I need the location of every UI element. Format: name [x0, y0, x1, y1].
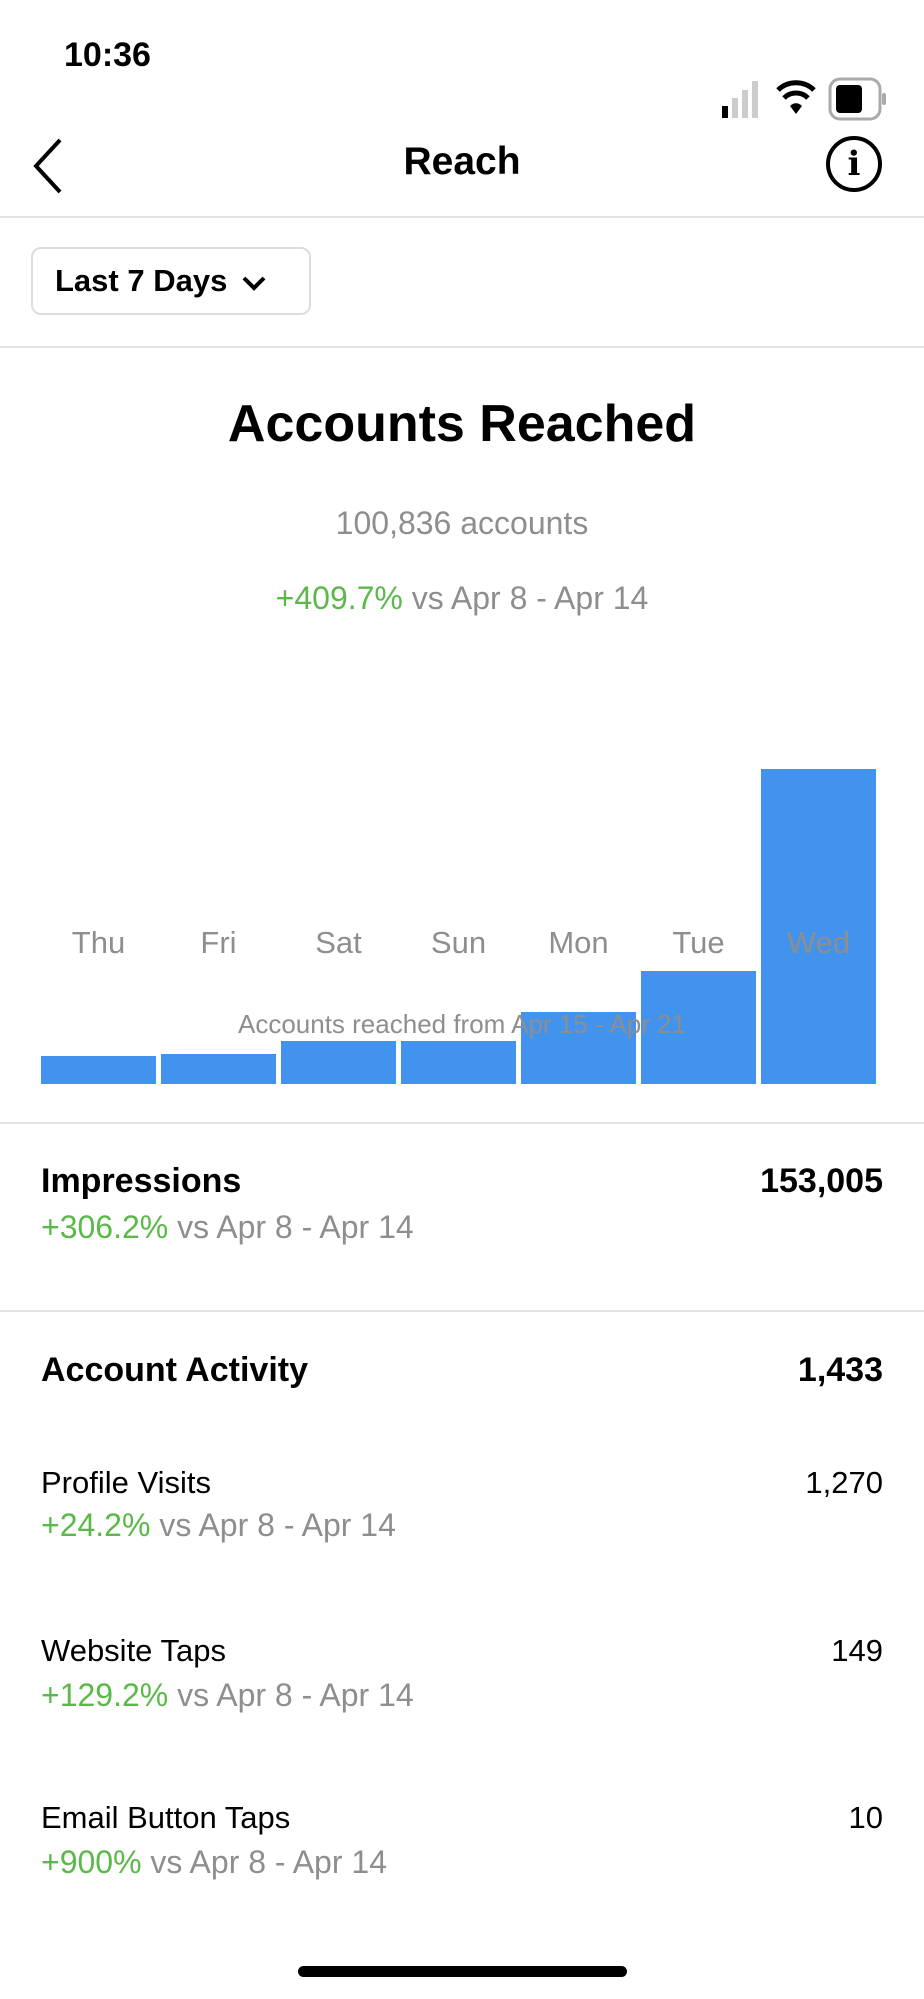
reach-bar-chart: Thu Fri Sat Sun Mon Tue Wed: [41, 700, 881, 1084]
x-tick-label: Tue: [672, 925, 725, 960]
wifi-icon: [776, 80, 816, 114]
item-label: Profile Visits: [41, 1465, 211, 1500]
change-percent: +409.7%: [275, 580, 403, 616]
bar-mon: [521, 1011, 636, 1084]
x-tick-label: Fri: [200, 925, 237, 960]
item-value: 10: [848, 1800, 883, 1835]
chart-caption: Accounts reached from Apr 15 - Apr 21: [237, 1009, 687, 1039]
x-tick-label: Sun: [430, 925, 487, 960]
compare-range: vs Apr 8 - Apr 14: [168, 1677, 414, 1713]
x-tick-label: Wed: [786, 925, 851, 960]
reach-change: +409.7% vs Apr 8 - Apr 14: [0, 580, 924, 617]
bar-thu: [41, 1055, 156, 1084]
chevron-down-icon: [242, 276, 266, 291]
impressions-change: +306.2% vs Apr 8 - Apr 14: [41, 1209, 414, 1246]
account-activity-value: 1,433: [797, 1351, 883, 1389]
status-time: 10:36: [64, 36, 151, 74]
compare-range: vs Apr 8 - Apr 14: [150, 1507, 396, 1543]
section-title: Accounts Reached: [227, 395, 697, 453]
page-title: Reach: [403, 140, 521, 183]
signal-icon: [722, 81, 758, 118]
item-label: Website Taps: [41, 1633, 226, 1668]
bar-tue: [641, 970, 756, 1084]
impressions-value: 153,005: [760, 1162, 883, 1200]
x-tick-label: Thu: [71, 925, 126, 960]
change-percent: +306.2%: [41, 1209, 169, 1245]
bar-sat: [281, 1040, 396, 1084]
bar-sun: [401, 1040, 516, 1084]
compare-range: vs Apr 8 - Apr 14: [141, 1844, 387, 1880]
impressions-label: Impressions: [41, 1162, 242, 1200]
item-change: +24.2% vs Apr 8 - Apr 14: [41, 1507, 396, 1544]
item-value: 149: [831, 1633, 883, 1668]
x-tick-label: Mon: [548, 925, 609, 960]
bar-fri: [161, 1054, 276, 1084]
compare-range: vs Apr 8 - Apr 14: [168, 1209, 414, 1245]
item-value: 1,270: [805, 1465, 883, 1500]
accounts-count: 100,836 accounts: [335, 505, 589, 541]
change-percent: +129.2%: [41, 1677, 169, 1713]
x-tick-label: Sat: [315, 925, 362, 960]
account-activity-label: Account Activity: [41, 1351, 309, 1389]
date-range-dropdown[interactable]: Last 7 Days: [31, 247, 311, 315]
battery-icon: [828, 77, 886, 121]
change-percent: +24.2%: [41, 1507, 151, 1543]
date-range-label: Last 7 Days: [55, 263, 228, 298]
change-percent: +900%: [41, 1844, 142, 1880]
item-change: +900% vs Apr 8 - Apr 14: [41, 1844, 387, 1881]
compare-range: vs Apr 8 - Apr 14: [402, 580, 649, 616]
chevron-left-icon[interactable]: [30, 136, 70, 196]
item-change: +129.2% vs Apr 8 - Apr 14: [41, 1677, 414, 1714]
bar-wed: [761, 769, 876, 1084]
info-icon[interactable]: i: [826, 136, 882, 192]
item-label: Email Button Taps: [41, 1800, 291, 1835]
home-indicator[interactable]: [298, 1966, 627, 1977]
